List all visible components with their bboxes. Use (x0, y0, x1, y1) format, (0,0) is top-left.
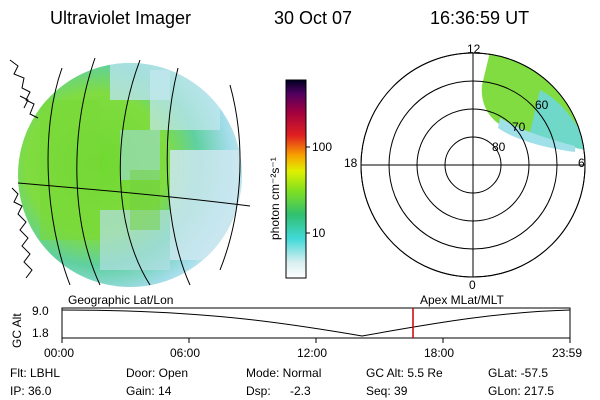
info-ip: IP: 36.0 (10, 384, 52, 398)
info-dsp-label: Dsp: (246, 384, 271, 398)
lat-lon-grid (17, 57, 251, 286)
date-label: 30 Oct 07 (274, 8, 353, 28)
geographic-title: Geographic Lat/Lon (68, 293, 174, 307)
xtick-2359: 23:59 (552, 346, 583, 360)
polar-image (481, 53, 585, 152)
info-glon: GLon: 217.5 (488, 384, 555, 398)
time-label: 16:36:59 UT (430, 8, 530, 28)
coastline (9, 59, 39, 279)
info-gain: Gain: 14 (126, 384, 172, 398)
geographic-image (9, 57, 251, 287)
colorbar-tick-100: 100 (312, 140, 333, 154)
info-mode: Mode: Normal (246, 366, 322, 380)
mlt-label-12: 12 (467, 42, 481, 56)
altitude-ylabel: GC Alt (10, 313, 24, 348)
instrument-title: Ultraviolet Imager (50, 8, 192, 28)
polar-plot (360, 52, 586, 278)
xtick-0000: 00:00 (44, 346, 75, 360)
ytick-1-8: 1.8 (32, 326, 49, 340)
mlt-label-6: 6 (578, 156, 585, 170)
altitude-frame (61, 307, 571, 339)
info-seq: Seq: 39 (366, 384, 408, 398)
xtick-1800: 18:00 (424, 346, 455, 360)
mlt-spokes (361, 53, 585, 277)
mlt-label-18: 18 (344, 156, 358, 170)
info-flt: Flt: LBHL (10, 366, 61, 380)
info-gcalt: GC Alt: 5.5 Re (366, 366, 443, 380)
altitude-ticks (61, 338, 571, 343)
info-door: Door: Open (126, 366, 189, 380)
altitude-curve (61, 309, 571, 337)
colorbar-tick-10: 10 (312, 226, 326, 240)
mlt-label-0: 0 (469, 278, 476, 292)
ytick-9: 9.0 (32, 304, 49, 318)
info-glat: GLat: -57.5 (488, 366, 549, 380)
mlat-label-70: 70 (512, 120, 526, 134)
colorbar (285, 79, 310, 279)
mlat-label-60: 60 (535, 98, 549, 112)
altitude-panel (61, 307, 571, 343)
apex-title: Apex MLat/MLT (420, 293, 504, 307)
colorbar-label: photon cm⁻²s⁻¹ (268, 157, 282, 240)
mlat-label-80: 80 (492, 140, 506, 154)
info-dsp-value: -2.3 (290, 384, 311, 398)
xtick-1200: 12:00 (297, 346, 328, 360)
xtick-0600: 06:00 (170, 346, 201, 360)
